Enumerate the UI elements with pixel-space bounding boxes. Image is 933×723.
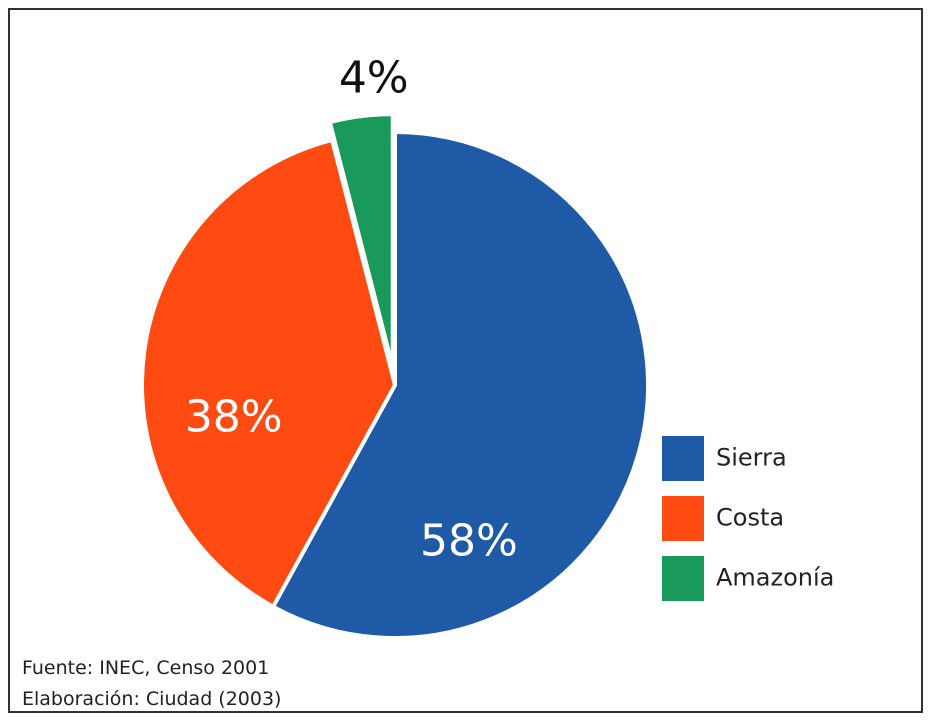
- pie-slice-costa: [140, 137, 397, 609]
- slice-label-sierra: 58%: [420, 516, 518, 567]
- pie-slice-amazona: [327, 112, 395, 370]
- legend-label-amazona: Amazonía: [716, 564, 834, 592]
- elaboration-note: Elaboración: Ciudad (2003): [22, 688, 282, 710]
- pie-slice-sierra: [271, 130, 650, 640]
- slice-label-amazona: 4%: [339, 53, 409, 104]
- legend-label-sierra: Sierra: [716, 444, 787, 472]
- legend-swatch-sierra: [662, 436, 704, 481]
- slice-label-costa: 38%: [185, 391, 283, 442]
- legend-swatch-costa: [662, 496, 704, 541]
- source-note: Fuente: INEC, Censo 2001: [22, 657, 270, 679]
- legend-swatch-amazona: [662, 556, 704, 601]
- legend-label-costa: Costa: [716, 504, 784, 532]
